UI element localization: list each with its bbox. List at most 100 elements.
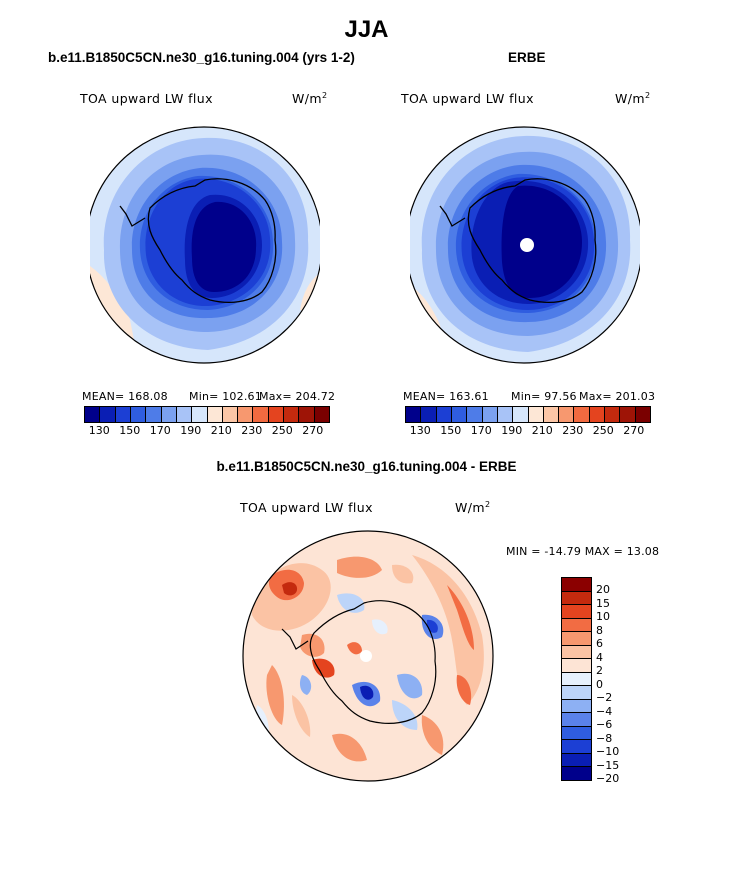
colorbar-tick-label: −2 bbox=[596, 691, 613, 705]
difference-contour-field bbox=[243, 531, 493, 781]
colorbar-swatch bbox=[85, 407, 100, 422]
colorbar-tick-label: −20 bbox=[596, 772, 620, 785]
panel-1-max: Max= 204.72 bbox=[259, 390, 336, 403]
colorbar-tick-label: 130 bbox=[409, 424, 431, 437]
colorbar-swatch bbox=[562, 712, 591, 726]
colorbar-swatch bbox=[512, 407, 528, 422]
colorbar-swatch bbox=[562, 578, 591, 591]
colorbar-tick-label: 250 bbox=[592, 424, 614, 437]
colorbar-tick-label: 210 bbox=[531, 424, 553, 437]
colorbar-swatch bbox=[145, 407, 161, 422]
colorbar-tick-label: 150 bbox=[119, 424, 141, 437]
colorbar-tick-label: 210 bbox=[210, 424, 232, 437]
colorbar-swatch bbox=[562, 766, 591, 780]
colorbar-swatch bbox=[562, 739, 591, 753]
colorbar-swatch bbox=[420, 407, 436, 422]
colorbar-swatch bbox=[562, 671, 591, 686]
colorbar-tick-label: 230 bbox=[241, 424, 263, 437]
difference-polar-map bbox=[242, 530, 494, 782]
figure-title: JJA bbox=[344, 16, 389, 43]
colorbar-swatch bbox=[527, 407, 543, 422]
panel-2-min: Min= 97.56 bbox=[511, 390, 577, 403]
panel-2-variable-label: TOA upward LW flux bbox=[401, 91, 534, 106]
difference-colorbar bbox=[561, 577, 592, 781]
panel-1-coastline bbox=[119, 178, 277, 303]
difference-minmax: MIN = -14.79 MAX = 13.08 bbox=[506, 545, 660, 558]
panel-2-polar-map bbox=[410, 126, 640, 364]
difference-units: W/m2 bbox=[455, 500, 491, 516]
colorbar-tick-label: 270 bbox=[302, 424, 324, 437]
colorbar-swatch bbox=[237, 407, 253, 422]
colorbar-swatch bbox=[562, 658, 591, 672]
colorbar-tick-label: 150 bbox=[440, 424, 462, 437]
difference-variable-label: TOA upward LW flux bbox=[240, 500, 373, 515]
colorbar-tick-label: −6 bbox=[596, 718, 613, 732]
colorbar-swatch bbox=[206, 407, 222, 422]
panel-1-min: Min= 102.61 bbox=[189, 390, 262, 403]
panel-2-mean: MEAN= 163.61 bbox=[403, 390, 489, 403]
difference-colorbar-labels: 20 15 10 8 6 4 2 0 −2 −4 −6 −8 −10 −15 −20 bbox=[596, 577, 646, 785]
colorbar-tick-label: 4 bbox=[596, 650, 603, 664]
colorbar-swatch bbox=[406, 407, 421, 422]
colorbar-swatch bbox=[466, 407, 482, 422]
colorbar-tick-label: 8 bbox=[596, 623, 603, 637]
colorbar-swatch bbox=[175, 407, 192, 422]
colorbar-tick-label: 6 bbox=[596, 637, 603, 651]
colorbar-swatch bbox=[588, 407, 605, 422]
panel-1-units: W/m2 bbox=[292, 91, 328, 107]
colorbar-swatch bbox=[562, 698, 591, 713]
colorbar-swatch bbox=[481, 407, 497, 422]
colorbar-tick-label: 2 bbox=[596, 664, 603, 678]
colorbar-swatch bbox=[542, 407, 559, 422]
panel-1-polar-map bbox=[90, 126, 320, 364]
colorbar-tick-label: 0 bbox=[596, 677, 603, 691]
colorbar-swatch bbox=[562, 725, 591, 740]
colorbar-swatch bbox=[562, 631, 591, 645]
colorbar-tick-label: 190 bbox=[501, 424, 523, 437]
colorbar-swatch bbox=[99, 407, 115, 422]
panel-1-mean: MEAN= 168.08 bbox=[82, 390, 168, 403]
colorbar-swatch bbox=[619, 407, 635, 422]
colorbar-swatch bbox=[252, 407, 268, 422]
colorbar-swatch bbox=[558, 407, 574, 422]
panel-2-title: ERBE bbox=[508, 50, 546, 65]
colorbar-swatch bbox=[191, 407, 207, 422]
colorbar-swatch bbox=[573, 407, 589, 422]
colorbar-tick-label: 250 bbox=[271, 424, 293, 437]
colorbar-tick-label: −15 bbox=[596, 758, 620, 772]
difference-map-border bbox=[242, 530, 494, 782]
colorbar-swatch bbox=[604, 407, 620, 422]
colorbar-swatch bbox=[298, 407, 314, 422]
panel-2-map-border bbox=[410, 126, 640, 364]
panel-2-coastline bbox=[439, 178, 597, 303]
difference-title: b.e11.B1850C5CN.ne30_g16.tuning.004 - ER… bbox=[216, 459, 517, 474]
colorbar-tick-label: 170 bbox=[149, 424, 171, 437]
colorbar-tick-label: 190 bbox=[180, 424, 202, 437]
colorbar-swatch bbox=[562, 617, 591, 632]
difference-pole-hole bbox=[360, 650, 372, 662]
panel-1-colorbar bbox=[84, 406, 330, 423]
colorbar-swatch bbox=[129, 407, 146, 422]
difference-coastline bbox=[281, 600, 437, 724]
panel-2-units: W/m2 bbox=[615, 91, 651, 107]
colorbar-swatch bbox=[221, 407, 238, 422]
colorbar-tick-label: 230 bbox=[562, 424, 584, 437]
panel-1-map-border bbox=[90, 126, 320, 364]
colorbar-swatch bbox=[562, 685, 591, 699]
panel-2-colorbar-ticks: 130 150 170 190 210 230 250 270 bbox=[405, 424, 649, 438]
colorbar-swatch bbox=[114, 407, 130, 422]
panel-1-variable-label: TOA upward LW flux bbox=[80, 91, 213, 106]
colorbar-tick-label: 10 bbox=[596, 610, 610, 624]
colorbar-swatch bbox=[283, 407, 299, 422]
colorbar-swatch bbox=[160, 407, 176, 422]
colorbar-swatch bbox=[450, 407, 467, 422]
colorbar-swatch bbox=[562, 590, 591, 605]
colorbar-tick-label: 170 bbox=[470, 424, 492, 437]
panel-2-max: Max= 201.03 bbox=[579, 390, 656, 403]
colorbar-swatch bbox=[313, 407, 329, 422]
colorbar-tick-label: −10 bbox=[596, 745, 620, 759]
colorbar-swatch bbox=[267, 407, 284, 422]
panel-1-title: b.e11.B1850C5CN.ne30_g16.tuning.004 (yrs… bbox=[48, 50, 355, 65]
colorbar-tick-label: 270 bbox=[623, 424, 645, 437]
colorbar-tick-label: 130 bbox=[88, 424, 110, 437]
